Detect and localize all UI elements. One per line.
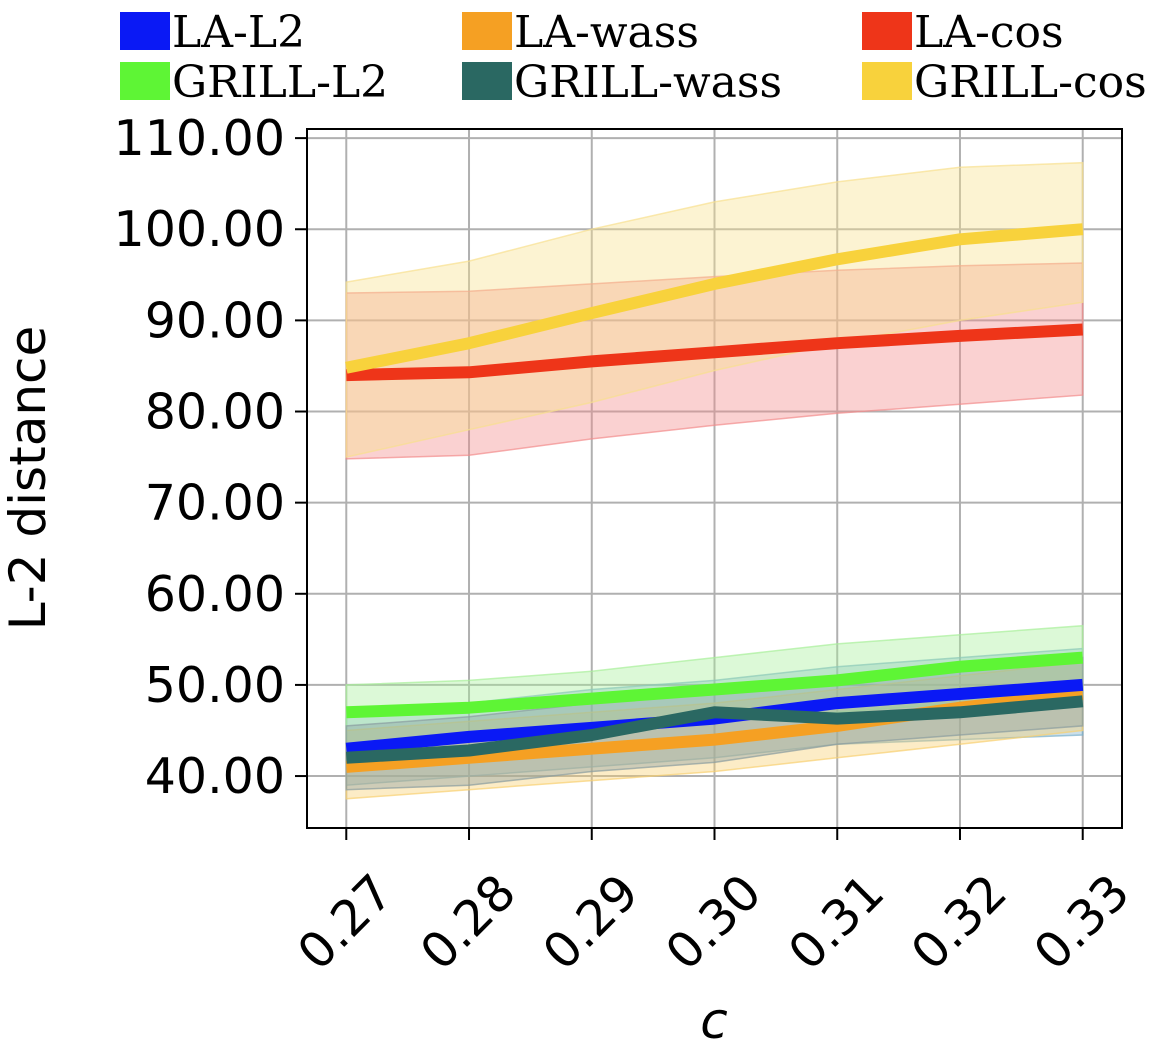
line-grill-wass xyxy=(345,695,1084,764)
legend-label-la-cos: LA-cos xyxy=(914,7,1064,58)
x-tick-label: 0.28 xyxy=(410,864,527,981)
y-tick-label: 90.00 xyxy=(145,292,285,349)
legend-swatch-la-wass xyxy=(462,12,512,50)
legend-swatch-la-cos xyxy=(862,12,912,50)
y-tick-label: 40.00 xyxy=(145,748,285,805)
legend-swatch-grill-wass xyxy=(462,62,512,100)
legend-swatch-grill-cos xyxy=(862,62,912,100)
line-grill-cos xyxy=(345,223,1084,374)
legend: LA-L2 LA-wass LA-cos GRILL-L2 GRILL-wass GRIL… xyxy=(120,7,1147,108)
y-tick-label: 110.00 xyxy=(114,110,285,167)
legend-label-la-l2: LA-L2 xyxy=(172,7,305,58)
legend-label-grill-wass: GRILL-wass xyxy=(514,57,782,108)
line-grill-l2 xyxy=(346,651,1084,719)
y-tick-label: 60.00 xyxy=(145,566,285,623)
y-tick-label: 80.00 xyxy=(145,384,285,441)
x-tick-label: 0.27 xyxy=(287,864,404,981)
x-tick-label: 0.33 xyxy=(1023,864,1140,981)
legend-label-grill-cos: GRILL-cos xyxy=(914,57,1147,108)
y-axis-title: L-2 distance xyxy=(0,326,57,631)
y-tick-label: 50.00 xyxy=(145,657,285,714)
line-la-cos xyxy=(346,323,1084,382)
legend-label-grill-l2: GRILL-L2 xyxy=(172,57,388,108)
y-tick-label: 100.00 xyxy=(114,201,285,258)
band-grill-cos xyxy=(345,161,1084,459)
legend-swatch-grill-l2 xyxy=(120,62,170,100)
legend-label-la-wass: LA-wass xyxy=(514,7,699,58)
x-axis-title: c xyxy=(700,992,728,1049)
grid xyxy=(307,129,1122,828)
legend-swatch-la-l2 xyxy=(120,12,170,50)
x-tick-label: 0.31 xyxy=(778,864,895,981)
x-tick-label: 0.30 xyxy=(655,864,772,981)
x-axis: 0.27 0.28 0.29 0.30 0.31 0.32 0.33 xyxy=(287,828,1141,981)
series-lines xyxy=(345,223,1084,773)
y-tick-label: 70.00 xyxy=(145,475,285,532)
y-axis: 40.00 50.00 60.00 70.00 80.00 90.00 100.00 110.… xyxy=(114,110,307,805)
x-tick-label: 0.29 xyxy=(532,864,649,981)
x-tick-label: 0.32 xyxy=(900,864,1017,981)
band-la-cos xyxy=(345,262,1084,460)
line-la-l2 xyxy=(345,678,1084,755)
